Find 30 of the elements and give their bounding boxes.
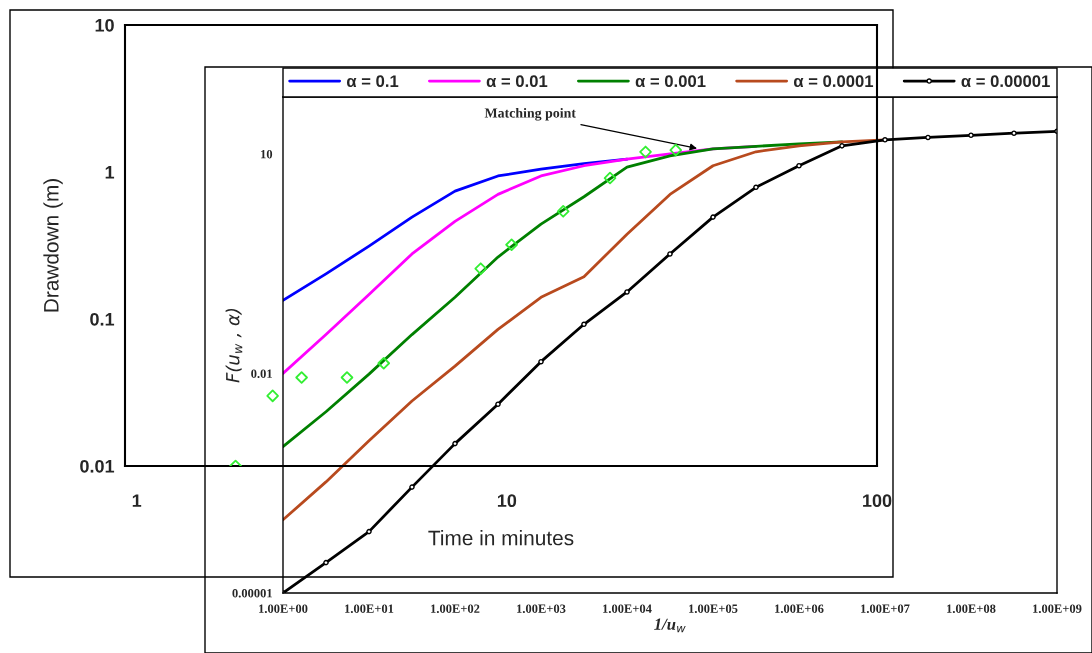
y-tick-label: 0.00001 bbox=[232, 589, 272, 598]
x-tick-label: 1.00E+08 bbox=[947, 604, 996, 613]
y-axis-title: Drawdown (m) bbox=[43, 179, 63, 312]
annotation: Matching point bbox=[484, 107, 576, 121]
y-tick-label: 0.01 bbox=[251, 369, 272, 378]
y-tick-label: 10 bbox=[261, 149, 273, 159]
legend-label: α = 0.01 bbox=[486, 75, 548, 88]
x-tick-label: 100 bbox=[863, 494, 892, 508]
x-tick-label: 1.00E+06 bbox=[775, 604, 824, 613]
x-tick-label: 1.00E+09 bbox=[1033, 604, 1082, 613]
x-tick-label: 1.00E+05 bbox=[689, 604, 738, 613]
x-tick-label: 1 bbox=[132, 494, 142, 507]
legend-label: α = 0.0001 bbox=[793, 75, 874, 88]
x-tick-label: 1.00E+02 bbox=[431, 604, 480, 613]
y-axis-title: F(u$_{w}$ , α) bbox=[225, 308, 243, 383]
y-tick-label: 10 bbox=[95, 18, 114, 32]
x-tick-label: 10 bbox=[497, 494, 517, 508]
legend-label: α = 0.1 bbox=[346, 75, 399, 88]
legend-label: α = 0.00001 bbox=[961, 75, 1050, 88]
y-tick-label: 0.01 bbox=[80, 459, 115, 473]
x-tick-label: 1.00E+04 bbox=[603, 604, 652, 613]
x-tick-label: 1.00E+01 bbox=[345, 604, 394, 613]
x-tick-label: 1.00E+03 bbox=[517, 604, 566, 613]
y-tick-label: 1 bbox=[105, 166, 115, 179]
x-axis-title: 1/u$_{w}$ bbox=[654, 618, 686, 633]
x-tick-label: 1.00E+07 bbox=[861, 604, 910, 613]
legend-label: α = 0.001 bbox=[635, 75, 706, 88]
x-axis-title: Time in minutes bbox=[428, 530, 574, 546]
y-tick-label: 0.1 bbox=[90, 312, 115, 326]
x-tick-label: 1.00E+00 bbox=[259, 604, 308, 613]
